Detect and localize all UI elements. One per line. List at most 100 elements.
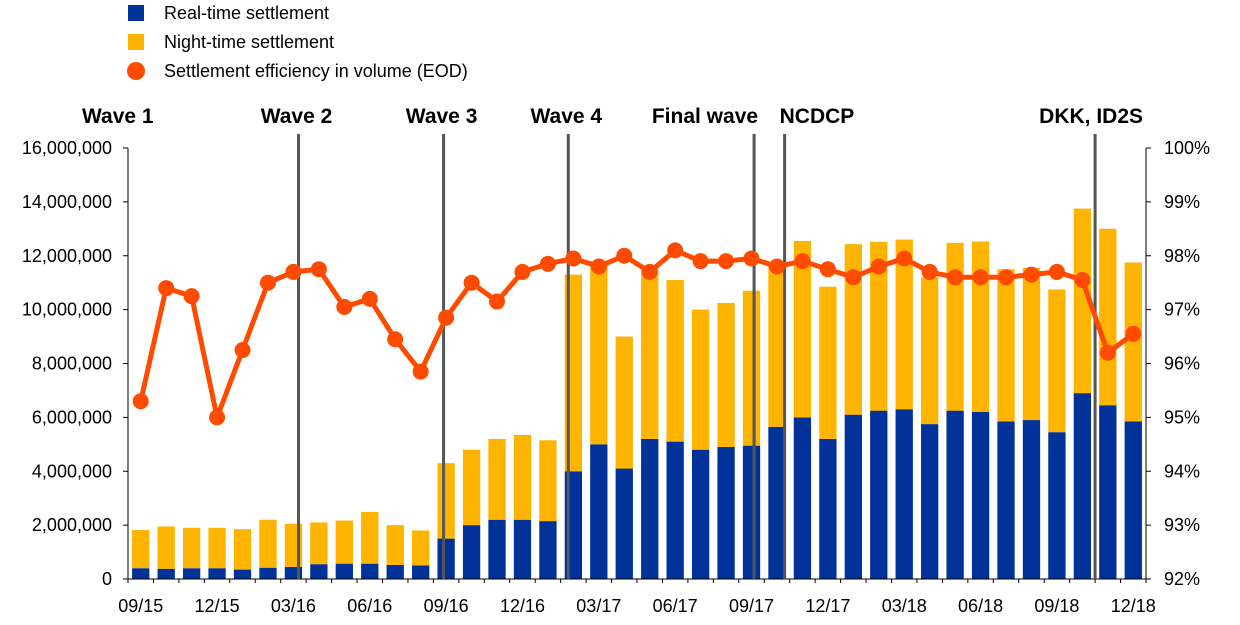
efficiency-point-12/16 [514,263,531,280]
y-right-tick-label: 96% [1164,354,1200,374]
bar-nighttime-03/17 [590,261,608,445]
bar-nighttime-08/18 [1022,267,1041,421]
bar-nighttime-06/18 [971,241,990,412]
bar-realtime-08/16 [412,565,430,579]
efficiency-point-03/16 [285,263,302,280]
efficiency-point-07/17 [692,253,709,270]
bar-nighttime-10/16 [462,449,481,526]
bar-nighttime-12/18 [1124,262,1142,422]
y-left-tick-label: 4,000,000 [32,461,112,481]
bar-nighttime-11/17 [793,240,812,418]
bar-realtime-10/16 [462,525,481,579]
x-tick-label: 12/17 [805,596,850,616]
bar-nighttime-08/16 [412,530,430,566]
event-lines [297,134,1097,579]
efficiency-point-01/17 [539,255,556,272]
bar-realtime-08/18 [1022,420,1041,579]
legend-swatch-0 [128,5,144,21]
efficiency-point-08/17 [718,253,735,270]
x-tick-label: 03/18 [882,596,927,616]
bar-realtime-11/18 [1099,405,1117,579]
bar-nighttime-07/16 [386,525,404,565]
legend-swatch-1 [128,34,144,50]
x-tick-label: 09/18 [1034,596,1079,616]
event-labels: Wave 1 Wave 2 Wave 3 Wave 4 Final wave NCDCP D… [82,105,1143,128]
bar-nighttime-01/17 [539,440,557,522]
efficiency-point-02/17 [565,250,582,267]
bar-realtime-10/18 [1073,393,1092,579]
bar-nighttime-08/17 [717,302,735,448]
bar-nighttime-04/17 [615,336,633,469]
efficiency-point-03/17 [590,258,607,275]
x-tick-label: 03/17 [576,596,621,616]
efficiency-point-06/17 [667,242,684,259]
efficiency-point-12/18 [1125,325,1142,342]
event-label-6: DKK, ID2S [1039,105,1143,128]
y-right-tick-label: 92% [1164,569,1200,589]
x-tick-label: 06/16 [347,596,392,616]
efficiency-point-10/15 [158,280,175,297]
y-right-tick-label: 100% [1164,138,1210,158]
efficiency-point-04/18 [921,263,938,280]
efficiency-point-09/18 [1048,263,1065,280]
y-right-tick-label: 98% [1164,246,1200,266]
bar-realtime-11/16 [488,519,506,579]
efficiency-point-11/18 [1099,344,1116,361]
bar-realtime-05/18 [946,410,964,579]
bar-realtime-04/18 [921,424,939,579]
bar-nighttime-11/18 [1099,228,1117,406]
y-right-tick-label: 93% [1164,515,1200,535]
x-tick-label: 03/16 [271,596,316,616]
bar-realtime-09/16 [437,538,455,579]
bar-realtime-09/17 [742,445,761,579]
bar-realtime-05/16 [335,563,353,579]
event-label-1: Wave 2 [261,105,333,128]
efficiency-line [138,247,1135,420]
bar-realtime-11/15 [182,568,201,579]
efficiency-point-12/17 [819,261,836,278]
bar-realtime-04/17 [615,468,633,579]
efficiency-point-02/16 [259,274,276,291]
bar-realtime-07/16 [386,564,404,579]
bar-nighttime-10/17 [768,263,786,427]
x-tick-label: 06/18 [958,596,1003,616]
efficiency-point-08/16 [412,363,429,380]
bar-realtime-02/18 [870,410,888,579]
efficiency-point-10/17 [768,258,785,275]
efficiency-point-04/16 [310,261,327,278]
efficiency-point-01/18 [845,269,862,286]
event-label-4: Final wave [652,105,758,128]
bar-realtime-10/15 [157,568,175,579]
y-right-tick-label: 94% [1164,461,1200,481]
x-tick-label: 09/17 [729,596,774,616]
bar-nighttime-09/18 [1048,289,1066,433]
efficiency-point-06/18 [972,269,989,286]
event-label-5: NCDCP [780,105,855,128]
y-left-tick-label: 2,000,000 [32,515,112,535]
bar-realtime-05/17 [641,438,659,579]
bar-series [132,208,1142,579]
efficiency-point-01/16 [234,342,251,359]
bar-nighttime-06/16 [361,511,379,564]
legend-swatch-2 [127,62,145,80]
bar-nighttime-07/17 [691,309,710,450]
efficiency-point-04/17 [616,247,633,264]
bar-realtime-12/15 [208,568,226,579]
bar-realtime-01/16 [233,569,252,579]
bar-nighttime-03/18 [895,239,913,410]
legend-label-1: Night-time settlement [164,32,334,52]
bar-nighttime-04/16 [310,522,328,565]
bar-realtime-03/17 [590,444,608,579]
bar-nighttime-05/16 [335,520,353,564]
bar-nighttime-07/18 [997,269,1015,422]
efficiency-point-06/16 [361,290,378,307]
bar-realtime-08/17 [717,447,735,579]
y-left-tick-label: 0 [102,569,112,589]
bar-realtime-09/15 [132,568,150,579]
bar-realtime-11/17 [793,417,812,579]
efficiency-point-05/18 [947,269,964,286]
bar-realtime-12/16 [513,519,532,579]
bar-nighttime-02/16 [259,519,277,568]
bar-nighttime-09/17 [742,290,761,446]
